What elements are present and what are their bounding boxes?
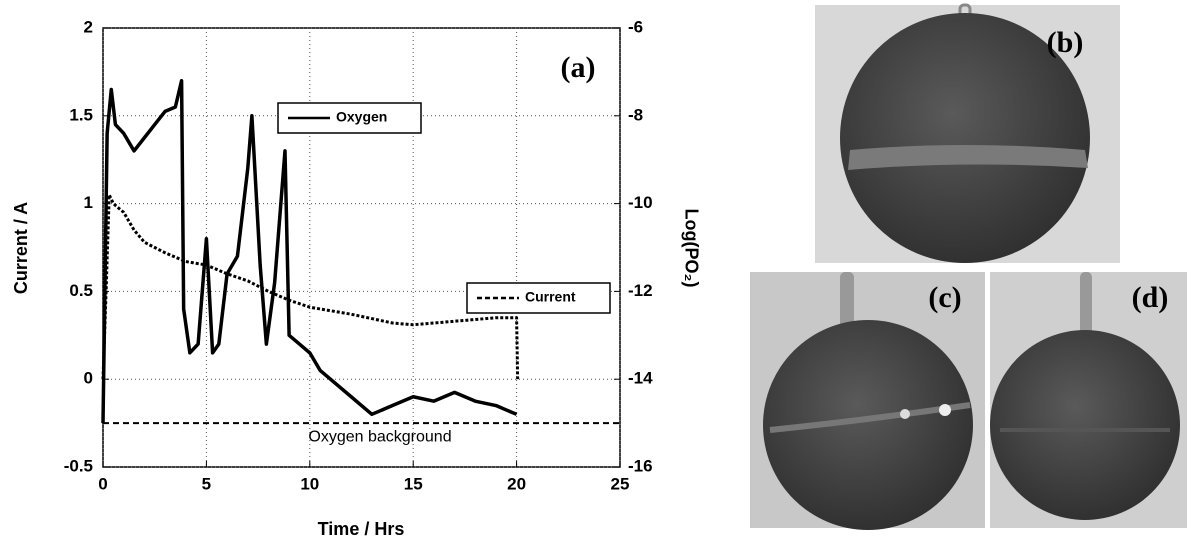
legend-box xyxy=(466,282,611,314)
photo-c: (c) xyxy=(750,272,985,530)
data-line xyxy=(101,193,520,380)
plot-frame xyxy=(102,27,621,468)
panel-label: (d) xyxy=(1132,281,1169,314)
x-tick-label: 5 xyxy=(202,474,211,493)
y-tick-label: 1.5 xyxy=(69,105,93,124)
x-tick-label: 20 xyxy=(507,474,526,493)
legend-label: Current xyxy=(525,289,576,305)
y2-tick-label: -16 xyxy=(628,456,653,475)
y-tick-label: 2 xyxy=(84,17,93,36)
reference-label: Oxygen background xyxy=(308,428,451,445)
y2-tick-label: -14 xyxy=(628,369,653,388)
panel-label: (c) xyxy=(928,281,961,314)
y-tick-label: 0.5 xyxy=(69,281,93,300)
photo-d: (d) xyxy=(990,272,1187,528)
panel-label: (a) xyxy=(561,51,596,84)
x-tick-label: 25 xyxy=(611,474,630,493)
x-axis-label: Time / Hrs xyxy=(318,519,405,539)
panel-label: (b) xyxy=(1047,26,1084,59)
y-tick-label: 0 xyxy=(84,369,93,388)
x-tick-label: 0 xyxy=(98,474,107,493)
y-axis-label: Current / A xyxy=(11,202,31,294)
legend-label: Oxygen xyxy=(336,109,387,125)
y2-tick-label: -10 xyxy=(628,193,653,212)
x-tick-label: 15 xyxy=(404,474,423,493)
y-tick-label: 1 xyxy=(84,193,93,212)
data-line xyxy=(101,78,518,424)
plot: 0 5 10 15 20 25 -0.5 0 0.5 1 1.5 2 -16 -14 -12 -10 -8 -6 O… xyxy=(64,17,653,493)
y2-tick-label: -8 xyxy=(628,105,643,124)
y2-tick-label: -6 xyxy=(628,17,643,36)
y-tick-label: -0.5 xyxy=(64,456,93,475)
y2-axis-label: Log(PO₂) xyxy=(681,209,701,288)
y2-tick-label: -12 xyxy=(628,281,653,300)
x-tick-label: 10 xyxy=(300,474,319,493)
photo-b: (b) xyxy=(815,3,1120,263)
